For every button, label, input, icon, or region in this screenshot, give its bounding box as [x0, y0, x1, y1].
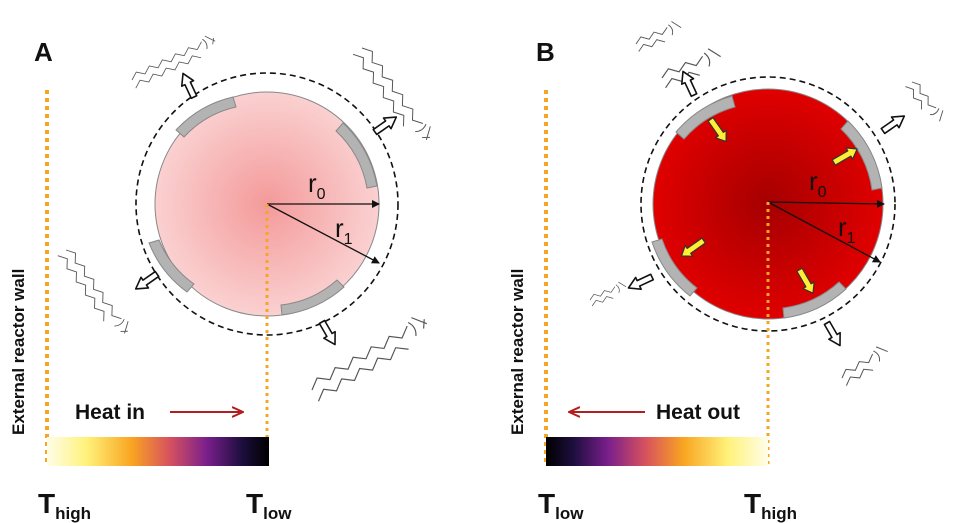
ligand-patches-a — [148, 96, 378, 316]
reactor-wall-label-a: External reactor wall — [9, 269, 28, 435]
heat-in-label: Heat in — [75, 401, 145, 424]
outward-arrow-a-2 — [370, 110, 401, 139]
panel-a: A External reactor wall r0 — [9, 32, 436, 523]
reactor-wall-label-b: External reactor wall — [508, 269, 527, 435]
outer-radius-boundary-a — [135, 72, 399, 336]
t-low-label-a: Tlow — [246, 488, 292, 523]
panel-b: B External reactor wall — [508, 18, 948, 523]
temperature-gradient-bar-b — [546, 437, 768, 466]
heat-out-label: Heat out — [656, 401, 740, 424]
radius-r1-arrow-b — [767, 201, 881, 263]
radius-r1-arrow-a — [266, 203, 380, 264]
temperature-gradient-bar-a — [47, 437, 269, 466]
ligand-patches-b — [651, 95, 883, 319]
panel-b-letter: B — [536, 37, 555, 67]
r1-label-b: r1 — [838, 212, 856, 247]
t-high-label-a: Thigh — [38, 488, 91, 523]
outward-arrow-a-3 — [131, 267, 162, 296]
r1-label-a: r1 — [335, 213, 353, 248]
r0-label-a: r0 — [308, 168, 326, 203]
t-low-label-b: Tlow — [538, 488, 584, 523]
outer-radius-boundary-b — [640, 76, 896, 332]
outward-arrow-a-4 — [315, 317, 342, 349]
outward-arrow-b-2 — [878, 109, 909, 138]
radius-r0-arrow-b — [767, 199, 885, 208]
t-high-label-b: Thigh — [744, 488, 797, 523]
outward-arrow-a-1 — [176, 69, 201, 101]
outward-arrow-b-4 — [820, 318, 847, 350]
outward-arrow-b-3 — [624, 270, 656, 295]
r0-label-b: r0 — [809, 166, 827, 201]
panel-a-letter: A — [34, 37, 53, 67]
